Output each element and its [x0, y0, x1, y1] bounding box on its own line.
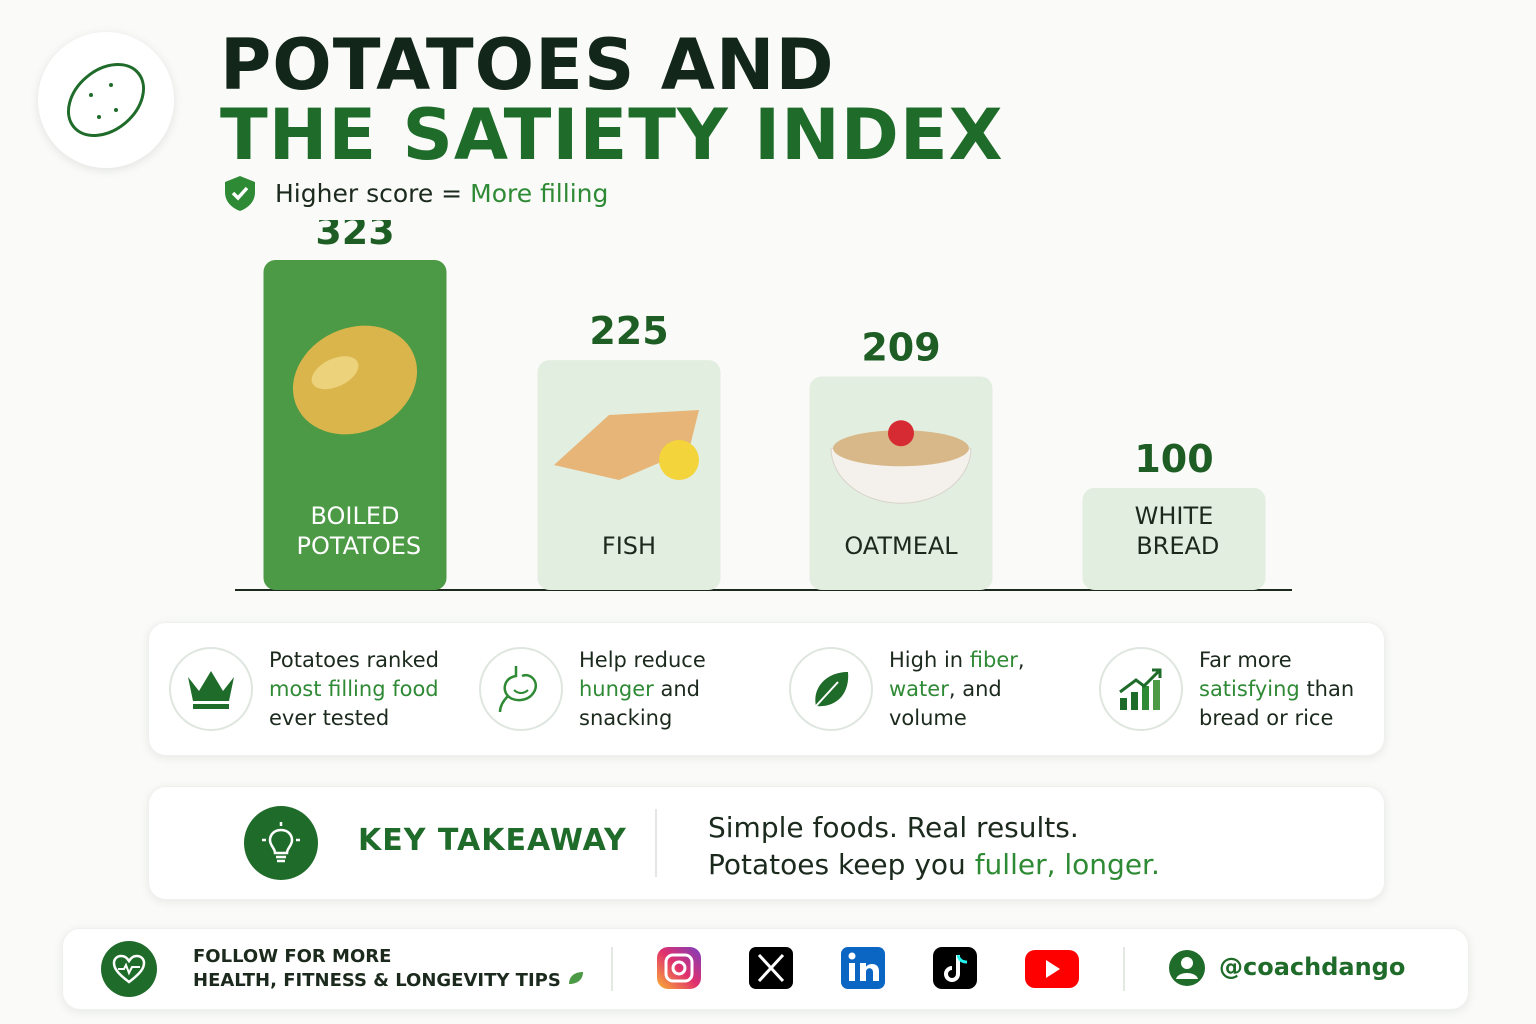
text: , and volume — [889, 676, 1002, 730]
highlight: fiber — [969, 647, 1018, 672]
handle[interactable]: @coachdango — [1219, 953, 1406, 981]
feature: High in fiber, water, and volume — [769, 646, 1079, 733]
value-label: 323 — [315, 220, 394, 253]
potato-icon — [66, 63, 146, 137]
feature-icon — [169, 647, 253, 731]
chart: 323 BOILED POTATOES 225 FISH 209 OATMEAL 100 WH… — [235, 220, 1292, 591]
divider — [611, 947, 613, 991]
heart-icon — [101, 941, 157, 997]
highlight: water — [889, 676, 949, 701]
highlight: most filling food — [269, 676, 439, 701]
text: High in — [889, 647, 964, 672]
tiktok-icon[interactable] — [933, 947, 977, 989]
social-icons — [657, 947, 1079, 989]
feature-icon — [479, 647, 563, 731]
feature-icon — [1099, 647, 1183, 731]
instagram-icon[interactable] — [657, 947, 701, 989]
category-label: FISH — [602, 532, 656, 560]
text: than bread or rice — [1199, 676, 1355, 730]
category-label: BOILED POTATOES — [289, 502, 421, 560]
highlight: satisfying — [1199, 676, 1300, 701]
user-icon — [1169, 950, 1205, 986]
follow-text: FOLLOW FOR MORE HEALTH, FITNESS & LONGEV… — [193, 945, 585, 993]
category-label: WHITE BREAD — [1129, 502, 1220, 560]
features-card: Potatoes ranked most filling food ever t… — [148, 622, 1385, 756]
title-line-1: POTATOES AND — [220, 24, 835, 106]
feature-text: Potatoes ranked most filling food ever t… — [269, 646, 459, 733]
potato-image — [292, 325, 418, 435]
takeaway-text: Simple foods. Real results. Potatoes kee… — [708, 809, 1160, 883]
x-icon[interactable] — [749, 947, 793, 989]
legend-highlight: More filling — [470, 178, 609, 208]
food-image — [554, 410, 699, 481]
divider — [655, 809, 657, 877]
divider — [1123, 947, 1125, 991]
takeaway-line-2: Potatoes keep you fuller, longer. — [708, 846, 1160, 883]
linkedin-icon[interactable] — [841, 947, 885, 989]
logo — [38, 32, 174, 168]
feature-icon — [789, 647, 873, 731]
feature-text: Help reduce hunger and snacking — [579, 646, 769, 733]
takeaway-label: KEY TAKEAWAY — [358, 823, 627, 858]
value-label: 100 — [1134, 437, 1213, 481]
footer: FOLLOW FOR MORE HEALTH, FITNESS & LONGEV… — [62, 928, 1469, 1010]
oats — [833, 430, 969, 467]
youtube-icon[interactable] — [1025, 950, 1079, 988]
follow-line-1: FOLLOW FOR MORE — [193, 946, 392, 967]
category-label: OATMEAL — [844, 532, 958, 560]
text: ever tested — [269, 705, 390, 730]
text: Potatoes ranked — [269, 647, 439, 672]
feature: Potatoes ranked most filling food ever t… — [149, 646, 459, 733]
follow-line-2-text: HEALTH, FITNESS & LONGEVITY TIPS — [193, 970, 561, 991]
feature-text: Far more satisfying than bread or rice — [1199, 646, 1389, 733]
feature: Help reduce hunger and snacking — [459, 646, 769, 733]
shield-icon — [225, 176, 255, 211]
lemon — [659, 440, 699, 481]
text: Potatoes keep you — [708, 848, 966, 881]
highlight: fuller, longer. — [974, 848, 1160, 881]
legend: Higher score = More filling — [222, 174, 608, 212]
title-line-2: THE SATIETY INDEX — [220, 94, 1004, 176]
text: , — [1017, 647, 1025, 672]
follow-line-2: HEALTH, FITNESS & LONGEVITY TIPS — [193, 969, 585, 993]
value-label: 209 — [861, 325, 940, 369]
takeaway-card: KEY TAKEAWAY Simple foods. Real results.… — [148, 786, 1385, 900]
bar — [1082, 487, 1266, 590]
text: and snacking — [579, 676, 701, 730]
fish-image — [554, 410, 699, 481]
food-image — [292, 325, 418, 435]
highlight — [311, 356, 359, 390]
highlight: hunger — [579, 676, 654, 701]
value-label: 225 — [589, 309, 668, 353]
berry — [888, 420, 914, 447]
feature-text: High in fiber, water, and volume — [889, 646, 1079, 733]
bulb-icon — [244, 806, 318, 880]
text: Help reduce — [579, 647, 706, 672]
text: Far more — [1199, 647, 1292, 672]
feature: Far more satisfying than bread or rice — [1079, 646, 1389, 733]
food-image — [830, 420, 972, 504]
legend-text: Higher score = — [275, 178, 463, 208]
takeaway-line-1: Simple foods. Real results. — [708, 811, 1079, 844]
